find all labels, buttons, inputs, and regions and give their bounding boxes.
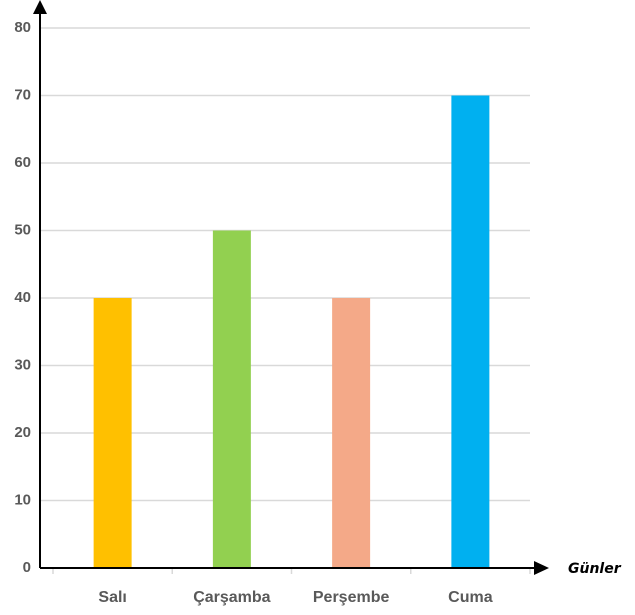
x-category-label: Cuma (448, 589, 493, 606)
x-axis-category-labels: Salı Çarşamba Perşembe Cuma (98, 589, 492, 606)
bar (332, 298, 371, 568)
x-category-label: Perşembe (313, 589, 390, 606)
bar (212, 230, 251, 568)
y-axis-tick-labels: 0 10 20 30 40 50 60 70 80 (14, 19, 31, 576)
y-tick-label: 60 (14, 154, 31, 171)
y-axis-arrow (33, 0, 47, 14)
bar (451, 95, 490, 568)
y-tick-label: 30 (14, 356, 31, 373)
x-axis-arrow (534, 561, 549, 575)
x-category-label: Çarşamba (193, 589, 270, 606)
y-tick-label: 70 (14, 86, 31, 103)
y-tick-label: 10 (14, 491, 31, 508)
x-category-label: Salı (98, 589, 126, 606)
x-axis-title: Günler (568, 561, 622, 577)
bars (93, 95, 490, 568)
y-tick-label: 80 (14, 19, 31, 36)
y-tick-label: 20 (14, 424, 31, 441)
bar (93, 298, 132, 568)
y-tick-label: 40 (14, 289, 31, 306)
y-tick-label: 50 (14, 221, 31, 238)
y-tick-label: 0 (23, 559, 31, 576)
